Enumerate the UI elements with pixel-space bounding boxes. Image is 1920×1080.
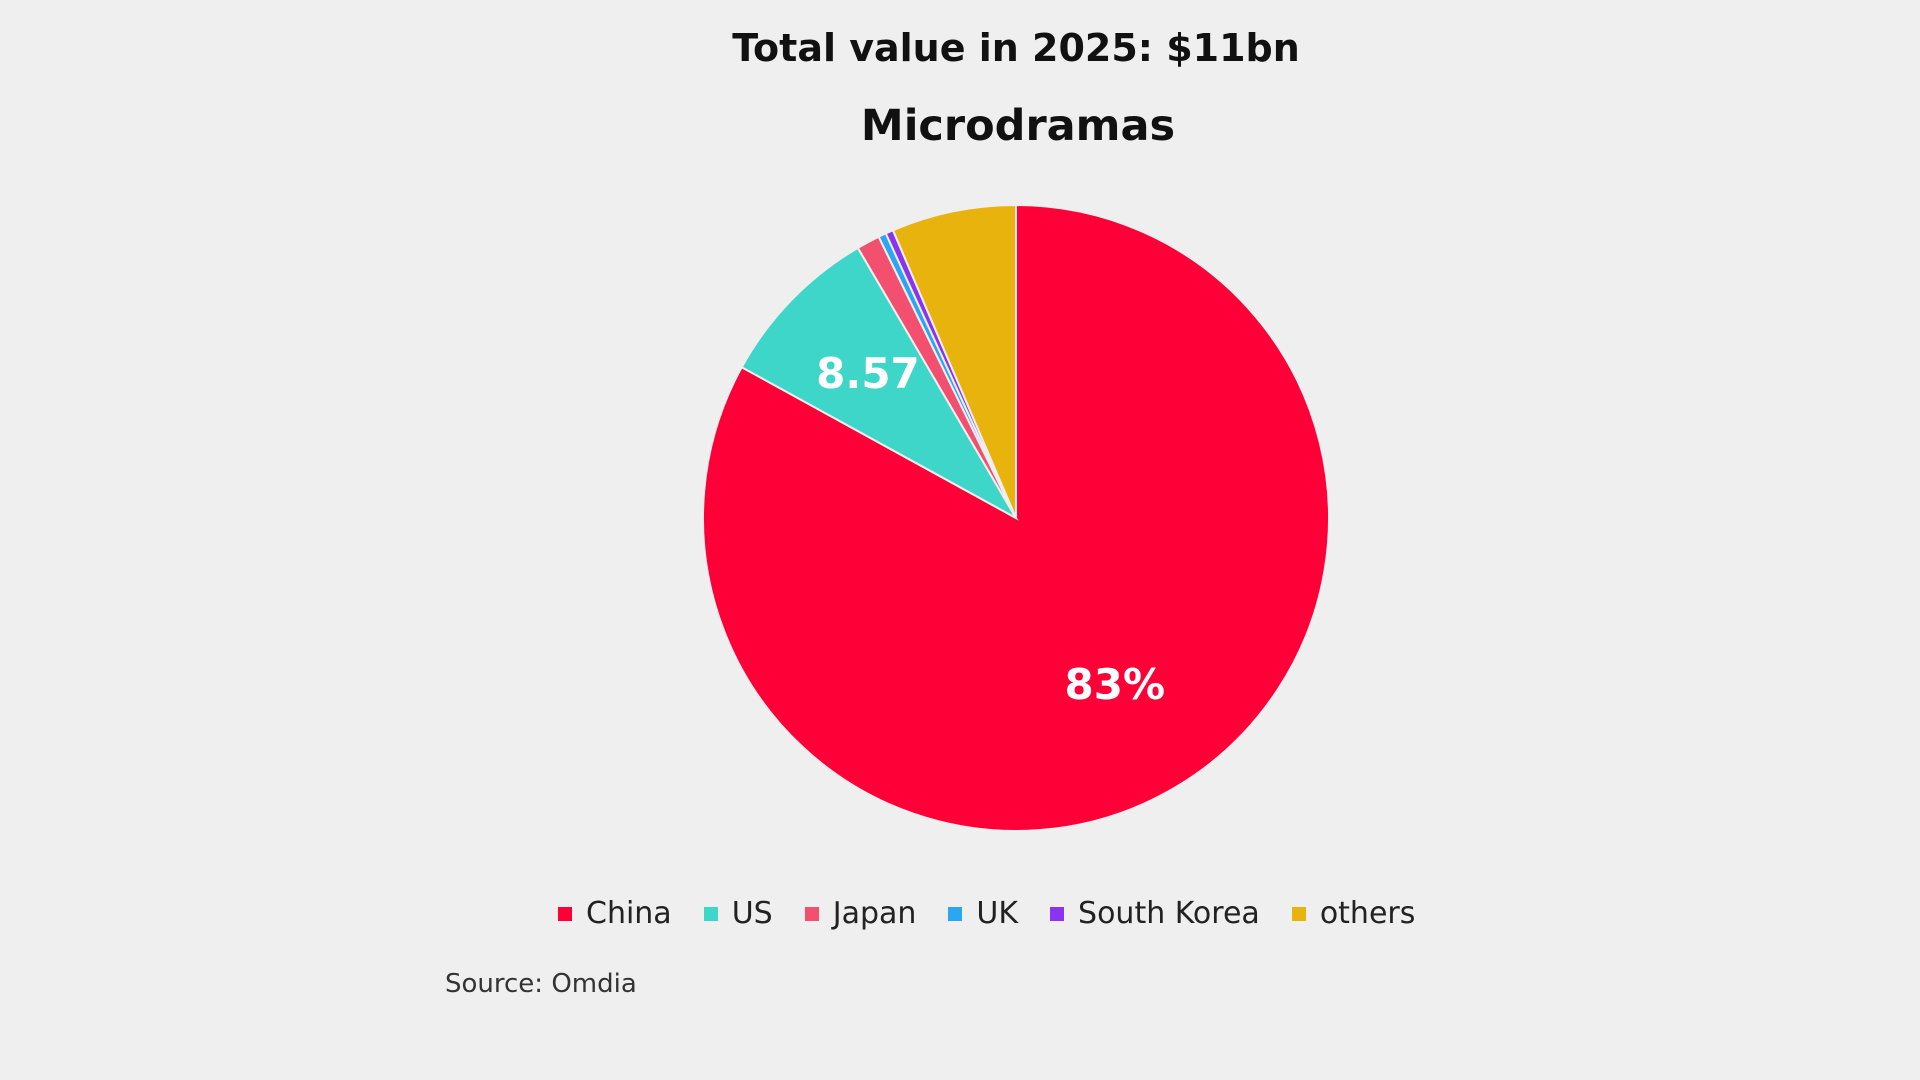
- legend-label-uk: UK: [976, 896, 1019, 931]
- legend-label-japan: Japan: [832, 896, 917, 931]
- pie-slices: [702, 203, 1330, 832]
- legend-swatch-us: [703, 906, 718, 921]
- legend-label-others: others: [1319, 896, 1416, 931]
- chart-title: Total value in 2025: $11bn: [732, 26, 1300, 70]
- legend-swatch-others: [1291, 906, 1306, 921]
- pie-slice-others: [891, 203, 1017, 519]
- legend-item-others: others: [1291, 896, 1416, 931]
- data-label-us: 8.57: [816, 349, 920, 398]
- chart-subtitle: Microdramas: [860, 101, 1176, 151]
- legend-label-south-korea: South Korea: [1078, 896, 1260, 931]
- legend-label-us: US: [731, 896, 773, 931]
- pie-data-labels: 83% 8.57: [816, 349, 1165, 709]
- legend-item-south-korea: South Korea: [1050, 896, 1260, 931]
- pie-slice-us: [740, 246, 1019, 521]
- legend: China US Japan UK South Korea others: [558, 896, 1447, 931]
- legend-item-us: US: [703, 896, 773, 931]
- legend-swatch-uk: [948, 906, 963, 921]
- legend-swatch-south-korea: [1050, 906, 1065, 921]
- legend-item-china: China: [558, 896, 672, 931]
- legend-label-china: China: [586, 896, 672, 931]
- data-label-china: 83%: [1065, 660, 1166, 709]
- legend-item-uk: UK: [948, 896, 1018, 931]
- source-note: Source: Omdia: [445, 969, 637, 999]
- legend-item-japan: Japan: [804, 896, 917, 931]
- legend-swatch-china: [558, 906, 572, 921]
- legend-swatch-japan: [804, 906, 819, 921]
